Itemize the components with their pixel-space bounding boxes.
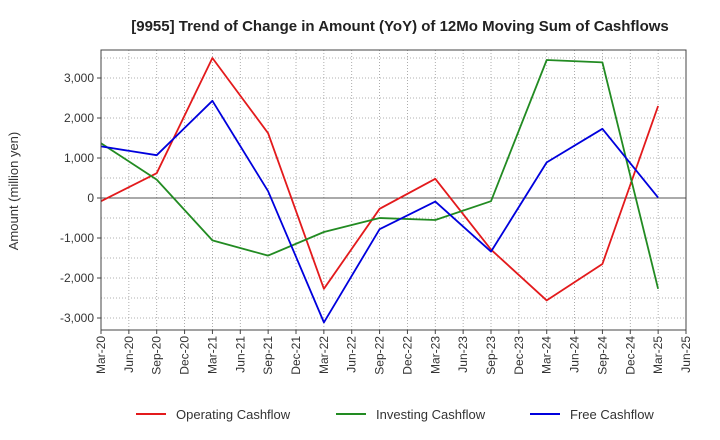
x-tick-label: Dec-23 <box>512 336 526 375</box>
y-tick-label: -1,000 <box>60 231 94 245</box>
legend-label-free-cashflow: Free Cashflow <box>570 407 654 422</box>
plot-area <box>100 49 687 331</box>
x-tick-label: Sep-22 <box>373 336 387 375</box>
x-tick-label: Jun-21 <box>233 336 247 373</box>
legend-label-investing-cashflow: Investing Cashflow <box>376 407 486 422</box>
y-tick-label: 0 <box>87 191 94 205</box>
y-tick-labels: 3,000 2,000 1,000 0 -1,000 -2,000 -3,000 <box>60 71 101 325</box>
series-lines <box>100 57 659 324</box>
x-tick-label: Dec-24 <box>623 336 637 375</box>
x-tick-label: Jun-23 <box>456 336 470 373</box>
x-tick-labels: Mar-20 Jun-20 Sep-20 Dec-20 Mar-21 Jun-21 Sep-… <box>94 330 693 375</box>
x-tick-label: Sep-24 <box>595 336 609 375</box>
x-tick-label: Sep-21 <box>261 336 275 375</box>
y-axis-label: Amount (million yen) <box>6 132 21 251</box>
x-tick-label: Jun-24 <box>568 336 582 373</box>
grid <box>101 50 686 330</box>
x-tick-label: Mar-23 <box>428 336 442 374</box>
x-tick-label: Dec-21 <box>289 336 303 375</box>
x-tick-label: Jun-25 <box>679 336 693 373</box>
investing-cashflow-line <box>100 59 659 290</box>
y-tick-label: 1,000 <box>64 151 94 165</box>
free-cashflow-line <box>100 99 659 324</box>
y-tick-label: 3,000 <box>64 71 94 85</box>
x-tick-label: Mar-21 <box>205 336 219 374</box>
x-tick-label: Jun-20 <box>122 336 136 373</box>
x-tick-label: Dec-20 <box>178 336 192 375</box>
x-tick-label: Jun-22 <box>345 336 359 373</box>
chart-title: [9955] Trend of Change in Amount (YoY) o… <box>131 18 669 35</box>
legend: Operating Cashflow Investing Cashflow Free… <box>136 407 654 422</box>
x-tick-label: Sep-20 <box>150 336 164 375</box>
x-tick-label: Mar-24 <box>540 336 554 374</box>
x-tick-label: Sep-23 <box>484 336 498 375</box>
operating-cashflow-line <box>100 57 659 302</box>
x-tick-label: Mar-25 <box>651 336 665 374</box>
x-tick-label: Dec-22 <box>400 336 414 375</box>
legend-label-operating-cashflow: Operating Cashflow <box>176 407 291 422</box>
y-tick-label: -3,000 <box>60 311 94 325</box>
y-tick-label: -2,000 <box>60 271 94 285</box>
y-tick-label: 2,000 <box>64 111 94 125</box>
x-tick-label: Mar-20 <box>94 336 108 374</box>
x-tick-label: Mar-22 <box>317 336 331 374</box>
